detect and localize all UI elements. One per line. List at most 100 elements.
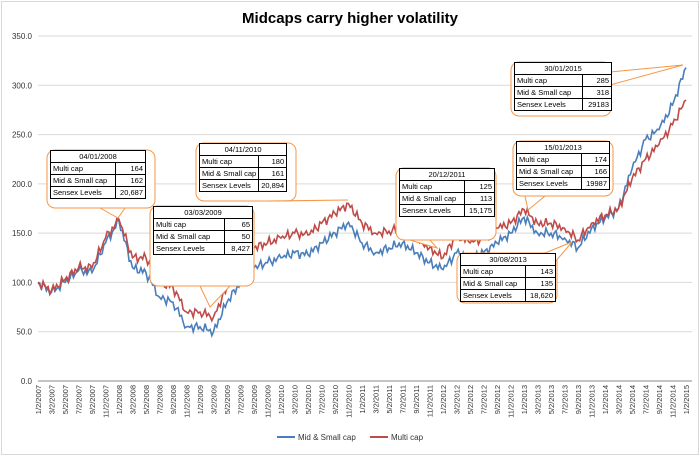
mid-small-cap-value: 50	[223, 230, 254, 243]
callout-pointer	[264, 199, 349, 202]
multi-cap-value: 65	[223, 218, 254, 231]
x-tick-label: 3/2/2011	[372, 385, 381, 414]
row-label: Multi cap	[153, 218, 225, 231]
legend-swatch	[370, 436, 388, 438]
x-tick-label: 1/2/2009	[196, 385, 205, 414]
sensex-value: 15,175	[463, 204, 496, 217]
callout-pointer	[409, 239, 439, 249]
multi-cap-value: 285	[581, 74, 612, 87]
callout-pointer	[609, 64, 684, 86]
x-tick-label: 9/2/2007	[88, 385, 97, 414]
x-tick-label: 5/2/2012	[466, 385, 475, 414]
row-label: Sensex Levels	[460, 289, 526, 302]
row-label: Sensex Levels	[399, 204, 465, 217]
callout-date: 20/12/2011	[399, 168, 495, 181]
callout-table: 03/03/2009 Multi cap 65 Mid & Small cap 50…	[153, 206, 254, 255]
x-tick-label: 1/2/2010	[277, 385, 286, 414]
x-tick-label: 11/2/2010	[345, 385, 354, 418]
y-tick-label: 100.0	[12, 278, 33, 287]
series-line-multi-cap	[37, 99, 687, 323]
mid-small-cap-value: 162	[114, 174, 147, 187]
x-tick-label: 9/2/2011	[412, 385, 421, 414]
callout-date: 04/11/2010	[198, 143, 288, 156]
x-tick-label: 3/2/2007	[48, 385, 57, 414]
callout-04-01-2008: 04/01/2008 Multi cap 164 Mid & Small cap 1…	[50, 150, 147, 199]
x-tick-label: 7/2/2011	[399, 385, 408, 414]
mid-small-cap-value: 113	[463, 192, 496, 205]
multi-cap-value: 164	[114, 162, 147, 175]
x-tick-label: 3/2/2009	[210, 385, 219, 414]
chart-title: Midcaps carry higher volatility	[242, 10, 458, 27]
x-tick-label: 11/2/2008	[183, 385, 192, 418]
multi-cap-value: 174	[580, 153, 611, 166]
callout-table: 04/01/2008 Multi cap 164 Mid & Small cap 1…	[50, 150, 147, 199]
x-tick-label: 3/2/2012	[453, 385, 462, 414]
callout-date: 30/08/2013	[460, 253, 556, 266]
x-tick-label: 11/2/2009	[264, 385, 273, 418]
y-tick-label: 350.0	[12, 32, 33, 41]
callout-table: 30/08/2013 Multi cap 143 Mid & Small cap 1…	[460, 253, 557, 302]
legend-label: Mid & Small cap	[297, 432, 356, 442]
x-tick-label: 5/2/2013	[547, 385, 556, 414]
row-label: Mid & Small cap	[516, 165, 582, 178]
row-label: Multi cap	[514, 74, 583, 87]
row-label: Multi cap	[399, 180, 465, 193]
sensex-value: 20,894	[258, 179, 288, 192]
callout-table: 15/01/2013 Multi cap 174 Mid & Small cap 1…	[516, 141, 611, 190]
row-label: Sensex Levels	[198, 179, 260, 192]
x-tick-label: 3/2/2008	[129, 385, 138, 414]
x-tick-label: 3/2/2014	[615, 385, 624, 414]
x-tick-label: 9/2/2013	[574, 385, 583, 414]
sensex-value: 20,687	[114, 186, 147, 199]
x-tick-label: 9/2/2010	[331, 385, 340, 414]
callout-15-01-2013: 15/01/2013 Multi cap 174 Mid & Small cap 1…	[516, 141, 611, 190]
x-tick-label: 7/2/2007	[75, 385, 84, 414]
callout-table: 30/01/2015 Multi cap 285 Mid & Small cap 3…	[514, 62, 612, 111]
row-label: Sensex Levels	[514, 98, 583, 111]
x-tick-label: 3/2/2013	[534, 385, 543, 414]
legend-label: Multi cap	[391, 432, 424, 442]
callout-30-08-2013: 30/08/2013 Multi cap 143 Mid & Small cap 1…	[460, 253, 557, 302]
x-tick-label: 1/2/2015	[682, 385, 691, 414]
y-tick-label: 0.0	[21, 377, 33, 386]
legend: Mid & Small cap Multi cap	[0, 431, 700, 442]
callout-pointer	[524, 195, 547, 211]
x-tick-label: 1/2/2014	[601, 385, 610, 414]
series-line-mid-small-cap	[37, 67, 687, 339]
row-label: Multi cap	[198, 155, 260, 168]
row-label: Sensex Levels	[516, 177, 582, 190]
row-label: Multi cap	[516, 153, 582, 166]
x-tick-label: 9/2/2012	[493, 385, 502, 414]
x-tick-label: 5/2/2008	[142, 385, 151, 414]
y-tick-label: 300.0	[12, 81, 33, 90]
x-tick-label: 1/2/2012	[439, 385, 448, 414]
x-tick-label: 5/2/2009	[223, 385, 232, 414]
row-label: Multi cap	[460, 265, 526, 278]
callout-pointer	[98, 207, 126, 219]
x-tick-label: 11/2/2012	[507, 385, 516, 418]
x-tick-label: 5/2/2011	[385, 385, 394, 414]
y-tick-label: 150.0	[12, 229, 33, 238]
callout-date: 04/01/2008	[50, 150, 146, 163]
x-tick-label: 7/2/2012	[480, 385, 489, 414]
sensex-value: 29183	[581, 98, 612, 111]
callout-date: 03/03/2009	[153, 206, 253, 219]
multi-cap-value: 125	[463, 180, 496, 193]
callout-date: 15/01/2013	[516, 141, 610, 154]
row-label: Multi cap	[50, 162, 116, 175]
x-tick-label: 11/2/2014	[669, 385, 678, 418]
x-tick-label: 7/2/2010	[318, 385, 327, 414]
callout-table: 04/11/2010 Multi cap 180 Mid & Small cap 1…	[198, 143, 288, 192]
x-tick-label: 9/2/2008	[169, 385, 178, 414]
callout-table: 20/12/2011 Multi cap 125 Mid & Small cap 1…	[399, 168, 496, 217]
x-tick-label: 1/2/2008	[115, 385, 124, 414]
y-tick-label: 50.0	[16, 328, 32, 337]
row-label: Sensex Levels	[50, 186, 116, 199]
x-tick-label: 9/2/2009	[250, 385, 259, 414]
row-label: Mid & Small cap	[460, 277, 526, 290]
x-tick-label: 1/2/2013	[520, 385, 529, 414]
y-tick-label: 250.0	[12, 131, 33, 140]
row-label: Mid & Small cap	[153, 230, 225, 243]
mid-small-cap-value: 135	[524, 277, 557, 290]
